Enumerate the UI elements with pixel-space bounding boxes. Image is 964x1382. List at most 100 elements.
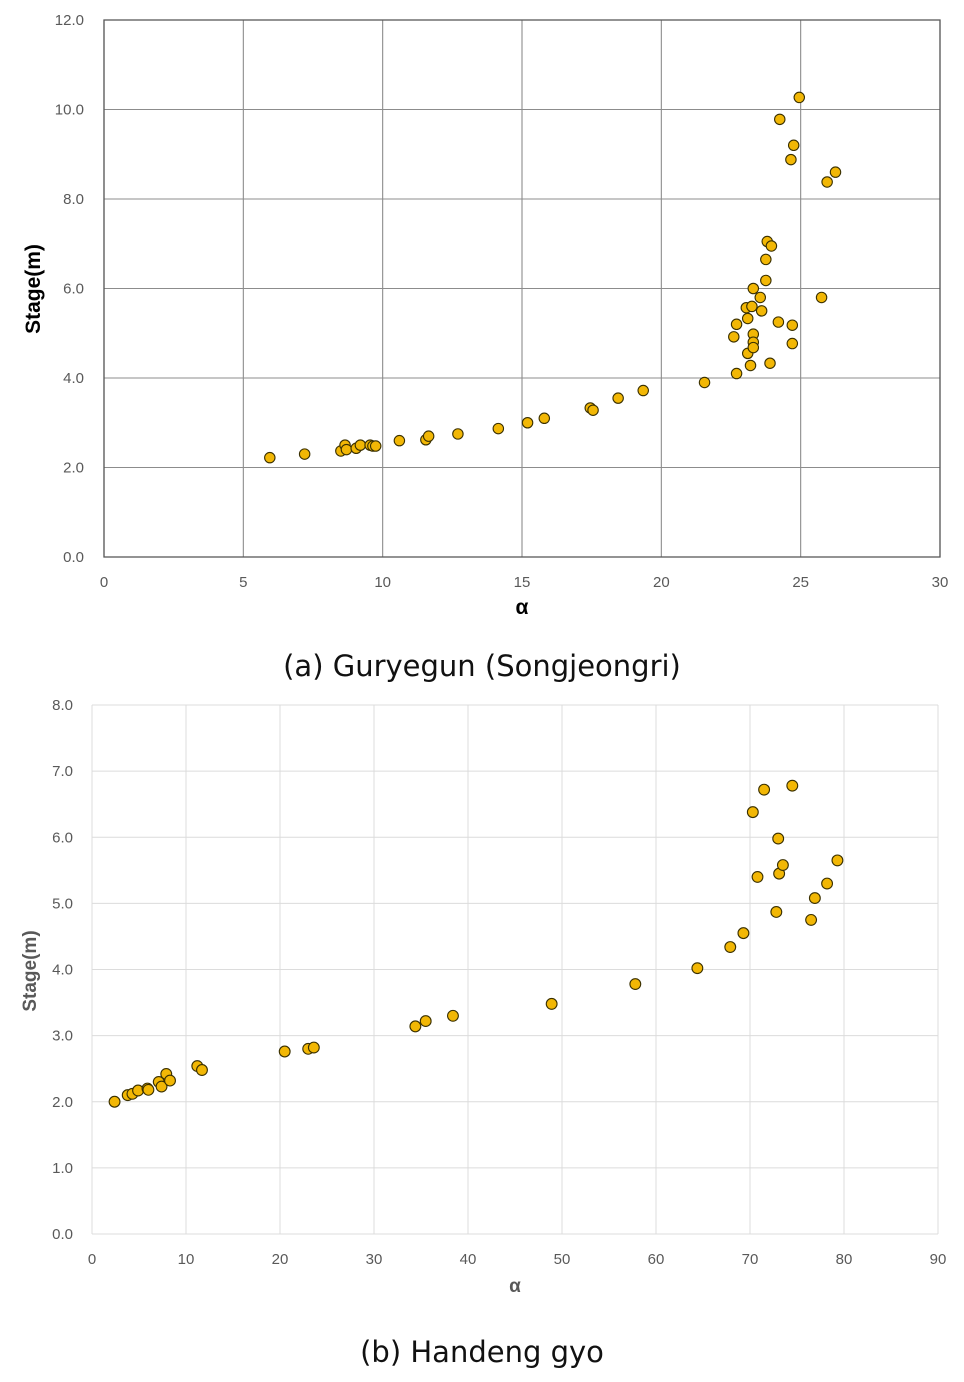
chart-b-y-tick-label: 1.0 [52, 1160, 73, 1177]
chart-b-x-tick-label: 90 [930, 1251, 947, 1268]
chart-a-y-tick-label: 12.0 [55, 12, 84, 29]
chart-a-data-point [787, 139, 800, 152]
chart-b-data-point [808, 892, 821, 905]
chart-a-data-point [354, 439, 367, 451]
chart-a-data-point [785, 153, 797, 166]
chart-a-data-point [746, 300, 758, 313]
chart-b-data-point [831, 854, 844, 867]
chart-b-data-point [108, 1095, 121, 1108]
chart-a-data-point [452, 428, 464, 440]
chart-b-series-points [108, 779, 844, 1108]
chart-a-data-point [612, 392, 624, 404]
chart-b-x-tick-label: 10 [178, 1251, 195, 1268]
chart-a-data-point [829, 166, 842, 178]
chart-a-data-point [730, 367, 743, 380]
chart-a-plot-frame [103, 19, 941, 558]
chart-a-data-point [264, 451, 276, 464]
chart-b-data-point [746, 806, 759, 819]
chart-a-data-point [728, 331, 740, 343]
chart-b-x-tick-label: 50 [554, 1251, 571, 1268]
chart-b-data-point [409, 1020, 422, 1033]
chart-b-data-point [164, 1074, 176, 1087]
chart-a-y-tick-label: 8.0 [63, 191, 84, 208]
chart-a-x-tick-labels: 0 5 10 15 20 25 30 [100, 574, 949, 591]
chart-a-data-point [747, 341, 760, 354]
chart-a-data-point [521, 416, 534, 429]
chart-b-x-tick-label: 30 [366, 1251, 383, 1268]
chart-b-data-point [142, 1083, 155, 1096]
chart-a-x-tick-label: 5 [239, 574, 247, 591]
chart-a-x-tick-label: 20 [653, 574, 670, 591]
chart-a-caption: (a) Guryegun (Songjeongri) [283, 649, 681, 683]
chart-a-data-point [754, 291, 767, 304]
chart-b-y-axis-label: Stage(m) [20, 930, 41, 1011]
chart-b-data-point [307, 1041, 320, 1054]
chart-a-y-tick-label: 6.0 [63, 281, 84, 298]
chart-a-data-point [772, 316, 785, 328]
chart-a-data-point [747, 282, 760, 295]
chart-b-data-point [751, 870, 764, 883]
chart-a-gridlines [103, 19, 941, 558]
chart-a-y-tick-label: 4.0 [63, 370, 84, 387]
chart-a-data-point [698, 376, 711, 389]
chart-b-data-point [278, 1045, 291, 1058]
chart-a-x-tick-label: 25 [792, 574, 809, 591]
chart-b-data-point [786, 779, 799, 792]
chart-b-data-point [629, 978, 642, 990]
chart-a-series-points [264, 91, 842, 464]
chart-b-data-point [805, 913, 818, 926]
chart-b-y-tick-label: 4.0 [52, 962, 73, 979]
chart-b-y-tick-label: 2.0 [52, 1094, 73, 1111]
chart-b-x-tick-label: 40 [460, 1251, 477, 1268]
chart-b-y-tick-label: 7.0 [52, 763, 73, 780]
chart-a-data-point [587, 404, 599, 416]
chart-b-caption: (b) Handeng gyo [360, 1335, 604, 1369]
chart-a-data-point [538, 412, 551, 425]
chart-b-data-point [770, 906, 783, 918]
chart-b-data-point [545, 997, 558, 1010]
chart-b-data-point [737, 927, 750, 940]
chart-a-x-tick-label: 30 [932, 574, 949, 591]
chart-b-data-point [776, 859, 789, 871]
chart-a-data-point [764, 357, 776, 369]
chart-b-data-point [772, 832, 785, 845]
chart-b-data-point [691, 962, 704, 975]
chart-b-data-point [419, 1015, 432, 1028]
chart-b-y-tick-label: 6.0 [52, 829, 73, 846]
chart-b-handeng-gyo: 0.0 1.0 2.0 3.0 4.0 5.0 6.0 7.0 8.0 0 10 20 30 40 50 6… [20, 697, 946, 1369]
chart-a-x-tick-label: 10 [374, 574, 391, 591]
chart-a-y-tick-label: 10.0 [55, 102, 84, 119]
chart-a-data-point [786, 337, 799, 350]
chart-a-guryegun: 0.0 2.0 4.0 6.0 8.0 10.0 12.0 0 5 10 15 20 25 30 Sta… [22, 12, 948, 683]
chart-b-y-tick-label: 8.0 [52, 697, 73, 714]
chart-b-x-tick-label: 80 [836, 1251, 853, 1268]
chart-b-y-tick-label: 5.0 [52, 895, 73, 912]
chart-a-data-point [760, 253, 772, 266]
chart-a-data-point [422, 430, 435, 442]
chart-b-x-tick-label: 0 [88, 1251, 96, 1268]
chart-a-y-axis-label: Stage(m) [22, 244, 45, 334]
chart-b-x-tick-label: 60 [648, 1251, 665, 1268]
chart-a-data-point [815, 291, 828, 304]
chart-a-data-point [786, 319, 799, 331]
chart-a-x-tick-label: 15 [514, 574, 531, 591]
chart-a-data-point [760, 274, 772, 287]
chart-a-data-point [637, 384, 649, 397]
chart-a-data-point [741, 312, 754, 325]
chart-b-data-point [724, 941, 737, 953]
chart-a-data-point [340, 443, 353, 456]
chart-a-data-point [821, 176, 833, 188]
chart-b-data-point [155, 1080, 168, 1093]
chart-a-data-point [369, 440, 382, 452]
chart-a-x-axis-label: α [516, 596, 529, 619]
chart-a-data-point [298, 448, 311, 460]
chart-a-data-point [755, 305, 768, 317]
chart-b-x-tick-label: 70 [742, 1251, 759, 1268]
chart-a-y-tick-labels: 0.0 2.0 4.0 6.0 8.0 10.0 12.0 [55, 12, 84, 566]
chart-a-data-point [393, 434, 406, 447]
chart-b-x-axis-label: α [509, 1276, 521, 1297]
chart-b-data-point [758, 783, 771, 796]
chart-b-x-tick-label: 20 [272, 1251, 289, 1268]
chart-a-x-tick-label: 0 [100, 574, 108, 591]
chart-a-data-point [744, 359, 757, 372]
